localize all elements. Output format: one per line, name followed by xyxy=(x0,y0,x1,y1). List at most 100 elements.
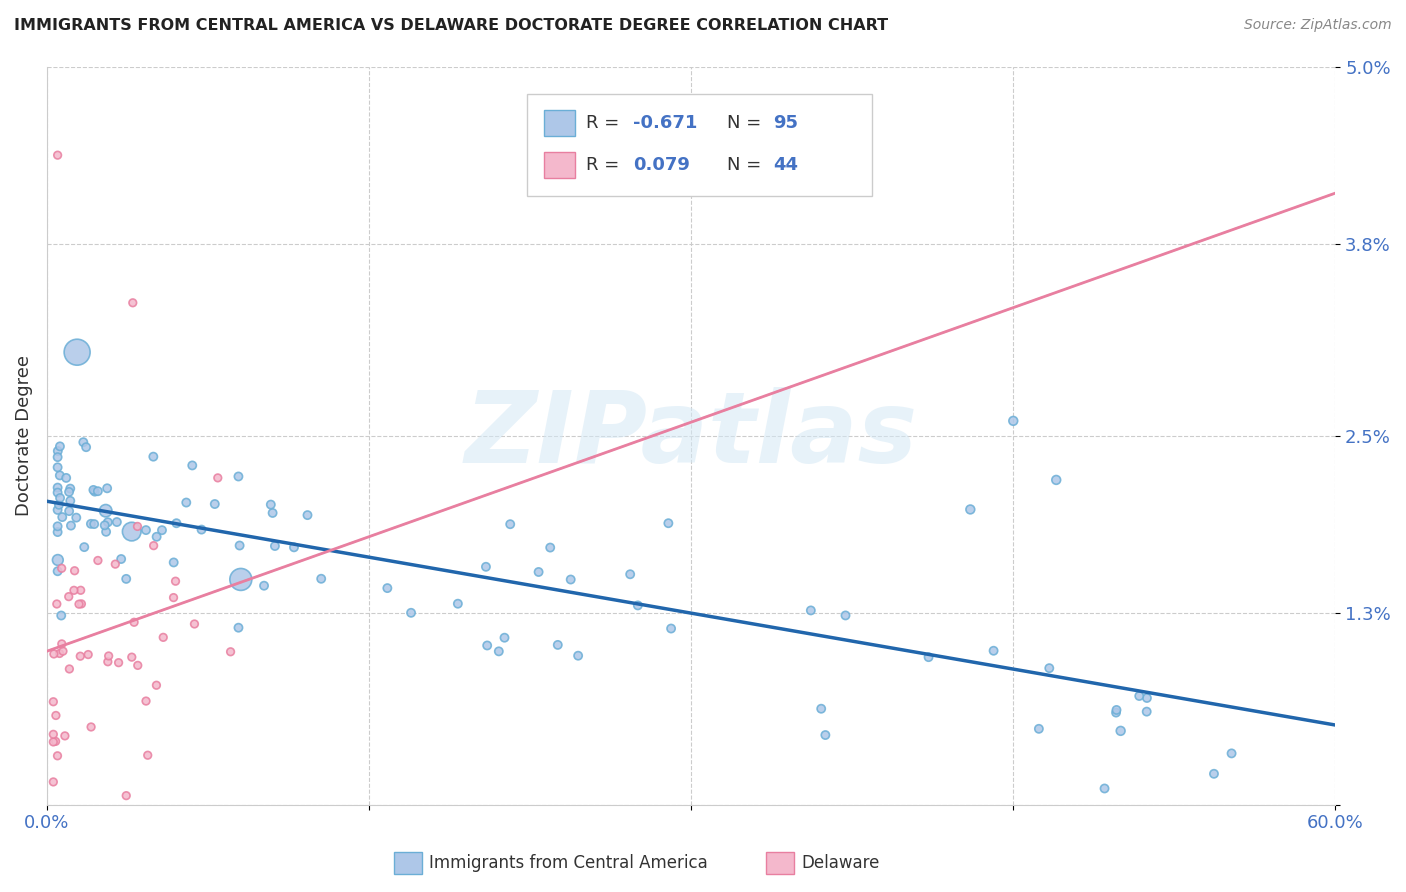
Point xyxy=(560,573,582,587)
Point xyxy=(1136,690,1159,705)
Point xyxy=(105,515,128,529)
Point xyxy=(1094,781,1116,796)
Point xyxy=(228,539,250,553)
Point xyxy=(814,728,837,742)
Point xyxy=(49,491,72,505)
Point xyxy=(494,631,516,645)
Point xyxy=(262,506,284,520)
Point xyxy=(42,735,65,749)
Point xyxy=(135,523,157,537)
Point xyxy=(1002,414,1025,428)
Point xyxy=(264,539,287,553)
Point xyxy=(53,729,76,743)
Point xyxy=(97,655,120,669)
Point xyxy=(96,481,118,495)
Text: 44: 44 xyxy=(773,156,799,174)
Point xyxy=(166,516,188,531)
Point xyxy=(1202,766,1225,780)
Point xyxy=(121,650,143,665)
Point xyxy=(49,468,72,483)
Point xyxy=(253,579,276,593)
Point xyxy=(1128,689,1150,703)
FancyBboxPatch shape xyxy=(544,152,575,178)
Point xyxy=(115,572,138,586)
Point xyxy=(45,734,67,748)
Point xyxy=(538,541,561,555)
Point xyxy=(94,524,117,539)
Point xyxy=(163,556,186,570)
Point xyxy=(477,639,499,653)
FancyBboxPatch shape xyxy=(394,852,422,874)
Point xyxy=(65,510,87,524)
Point xyxy=(80,516,103,531)
Point xyxy=(69,649,91,664)
Point xyxy=(46,481,69,495)
Point xyxy=(619,567,641,582)
Text: N =: N = xyxy=(727,114,766,132)
Point xyxy=(152,631,174,645)
Point xyxy=(181,458,204,473)
Point xyxy=(122,615,145,630)
Point xyxy=(162,591,184,605)
Point xyxy=(75,440,97,454)
Point xyxy=(142,450,165,464)
Point xyxy=(73,540,96,554)
Point xyxy=(1136,705,1159,719)
Point xyxy=(475,559,498,574)
Point xyxy=(45,597,67,611)
Text: Immigrants from Central America: Immigrants from Central America xyxy=(429,855,707,872)
Point xyxy=(104,557,127,571)
Point xyxy=(190,523,212,537)
Text: N =: N = xyxy=(727,156,766,174)
Point xyxy=(51,510,73,524)
Point xyxy=(77,648,100,662)
Point xyxy=(69,583,91,598)
Point xyxy=(547,638,569,652)
Point xyxy=(97,648,120,663)
Point xyxy=(800,603,823,617)
Point xyxy=(219,645,242,659)
Point xyxy=(145,678,167,692)
Point xyxy=(107,656,129,670)
Point xyxy=(567,648,589,663)
Point xyxy=(1105,706,1128,720)
Point xyxy=(204,497,226,511)
Point xyxy=(46,460,69,475)
Point xyxy=(142,539,165,553)
Point xyxy=(46,748,69,763)
Point xyxy=(46,444,69,458)
Point xyxy=(58,590,80,604)
Point xyxy=(810,702,832,716)
Point xyxy=(94,504,117,518)
Point xyxy=(127,519,149,533)
Text: IMMIGRANTS FROM CENTRAL AMERICA VS DELAWARE DOCTORATE DEGREE CORRELATION CHART: IMMIGRANTS FROM CENTRAL AMERICA VS DELAW… xyxy=(14,18,889,33)
Point xyxy=(42,775,65,789)
Y-axis label: Doctorate Degree: Doctorate Degree xyxy=(15,355,32,516)
FancyBboxPatch shape xyxy=(766,852,794,874)
Point xyxy=(46,519,69,533)
Point xyxy=(66,345,89,359)
Point xyxy=(657,516,679,531)
Point xyxy=(42,727,65,741)
Point xyxy=(399,606,422,620)
Point xyxy=(59,482,82,496)
Point xyxy=(46,148,69,162)
Point xyxy=(46,450,69,464)
Point xyxy=(135,694,157,708)
Point xyxy=(110,552,132,566)
Point xyxy=(527,565,550,579)
Point xyxy=(1045,473,1067,487)
Point xyxy=(51,561,73,575)
Point xyxy=(834,608,856,623)
Point xyxy=(150,523,173,537)
Point xyxy=(145,530,167,544)
Point xyxy=(58,485,80,500)
Point xyxy=(87,553,110,567)
Point xyxy=(51,608,73,623)
Point xyxy=(48,498,70,512)
Point xyxy=(165,574,187,589)
Point xyxy=(80,720,103,734)
Text: R =: R = xyxy=(586,114,626,132)
Point xyxy=(93,518,115,533)
Point xyxy=(42,695,65,709)
